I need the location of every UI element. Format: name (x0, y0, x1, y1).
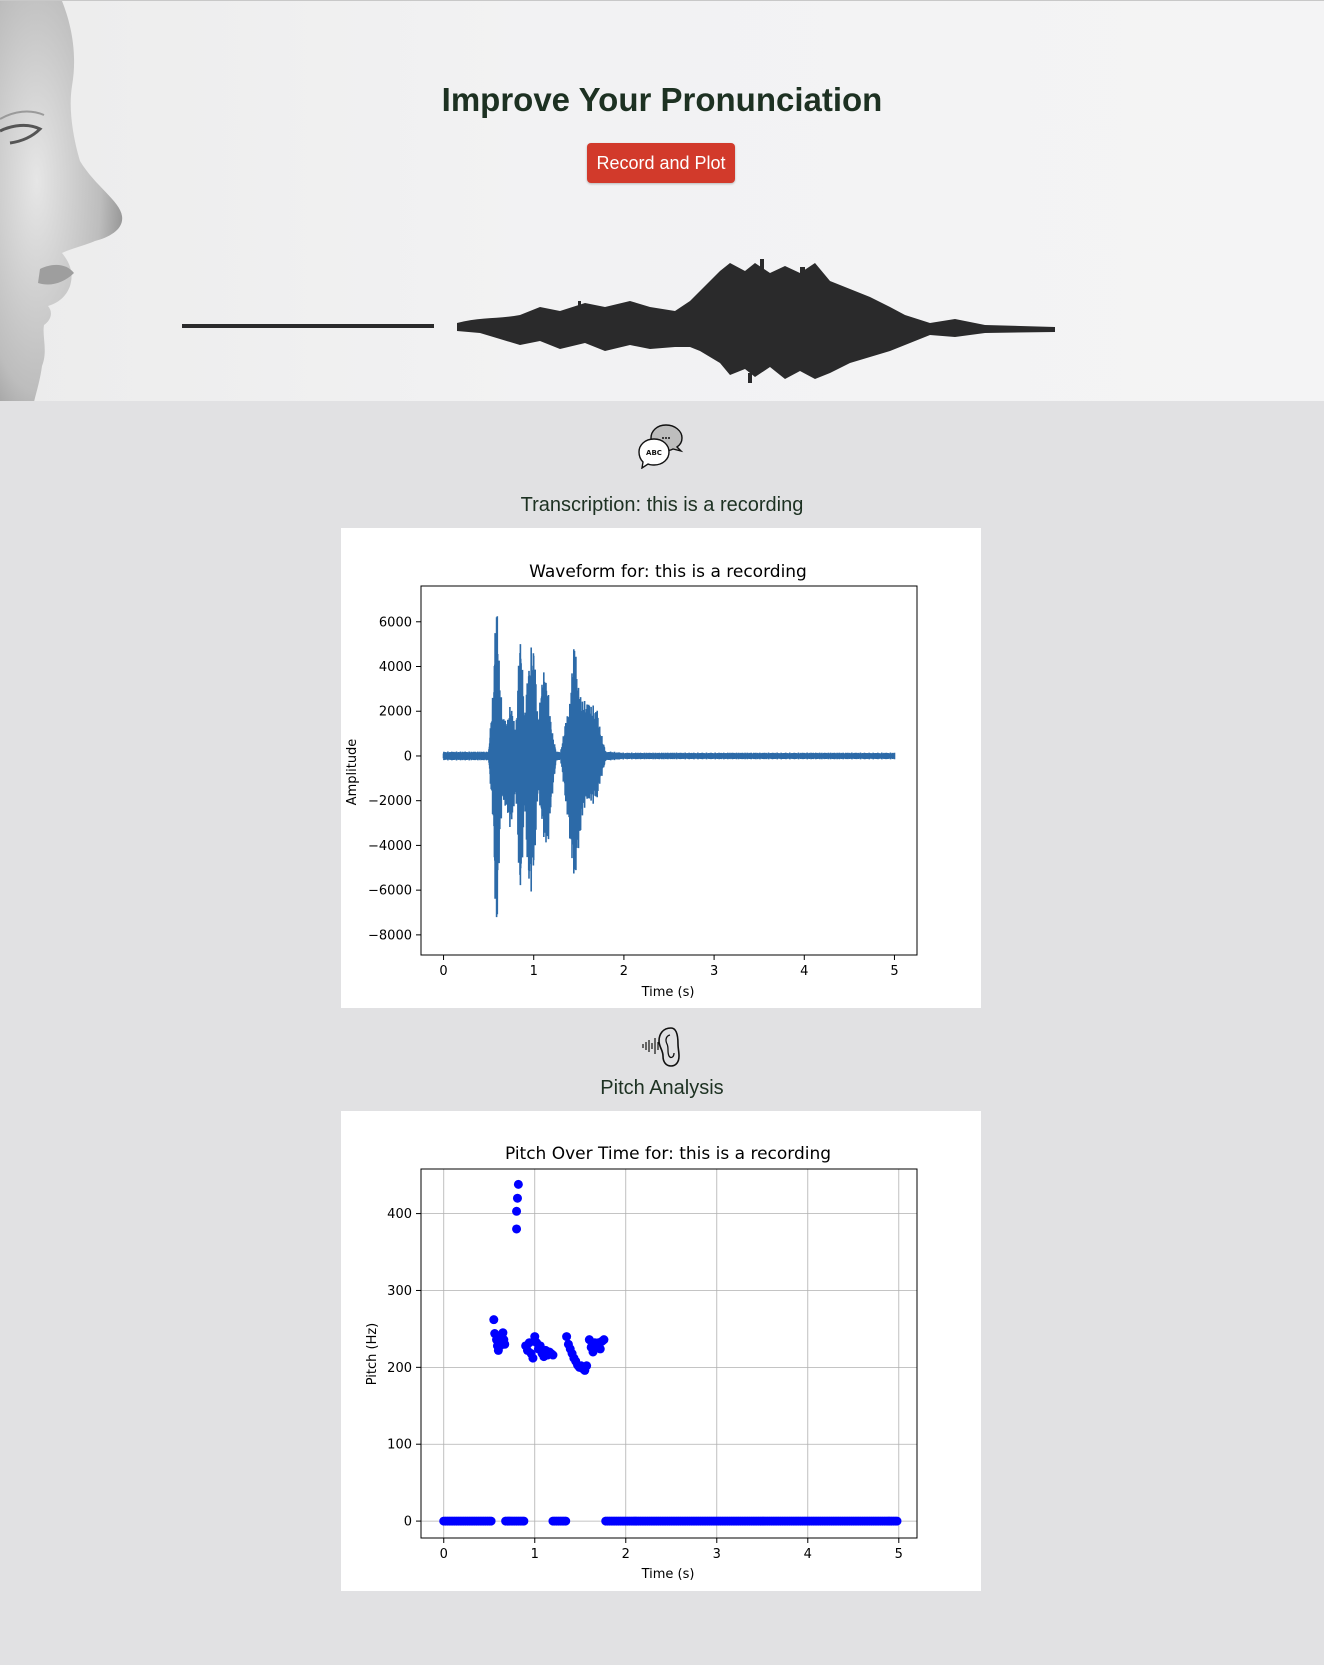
pitch-point (524, 1338, 534, 1348)
waveform-plot-frame (420, 585, 918, 956)
page-title: Improve Your Pronunciation (441, 81, 883, 118)
pitch-x-tick-label: 4 (804, 1547, 812, 1562)
pitch-point (489, 1315, 499, 1325)
svg-text:ABC: ABC (646, 449, 662, 457)
waveform-x-axis-label: Time (s) (641, 985, 695, 1000)
waveform-y-axis-label: Amplitude (345, 739, 360, 806)
pitch-point (519, 1516, 529, 1526)
pitch-point (599, 1335, 609, 1345)
pitch-x-tick-label: 3 (713, 1547, 721, 1562)
waveform-x-tick-label: 1 (530, 964, 538, 979)
waveform-x-tick-label: 3 (710, 964, 718, 979)
pitch-point (512, 1193, 522, 1203)
pitch-point (512, 1224, 522, 1234)
pitch-point (486, 1516, 496, 1526)
pitch-x-tick-label: 2 (622, 1547, 630, 1562)
waveform-x-tick-label: 0 (439, 964, 447, 979)
pitch-point (513, 1179, 523, 1189)
hero-illustration (0, 1, 1055, 401)
pitch-point (595, 1344, 605, 1354)
pitch-y-tick-label: 400 (387, 1207, 412, 1222)
pitch-point (561, 1516, 571, 1526)
pitch-x-axis-label: Time (s) (641, 1567, 695, 1582)
waveform-series (442, 616, 896, 918)
pitch-x-tick-label: 1 (531, 1547, 539, 1562)
pitch-point (548, 1350, 558, 1360)
pitch-y-tick-label: 200 (387, 1361, 412, 1376)
pitch-point (528, 1353, 538, 1363)
waveform-y-tick-label: 0 (404, 749, 412, 764)
pitch-series (439, 1179, 902, 1526)
waveform-x-tick-label: 5 (890, 964, 898, 979)
waveform-axes: 0 1 2 3 4 5 6000 4000 2000 0 −2000 −4000 −6000 −8000 (368, 615, 899, 979)
pitch-point (892, 1516, 902, 1526)
pitch-point (512, 1206, 522, 1216)
pitch-plot-frame (420, 1168, 918, 1539)
waveform-y-tick-label: 6000 (379, 615, 412, 630)
record-and-plot-button[interactable]: Record and Plot (587, 143, 735, 183)
pitch-point (500, 1339, 510, 1349)
transcription-text: Transcription: this is a recording (520, 494, 804, 516)
pitch-x-tick-label: 5 (895, 1547, 903, 1562)
pitch-y-axis-label: Pitch (Hz) (365, 1323, 380, 1386)
face-profile-image (0, 1, 123, 401)
pitch-y-tick-label: 300 (387, 1284, 412, 1299)
waveform-y-tick-label: −2000 (368, 794, 412, 809)
pitch-y-tick-label: 100 (387, 1438, 412, 1453)
speech-bubbles-abc-icon: ABC (637, 423, 685, 470)
pitch-axes: 0 1 2 3 4 5 0 100 200 300 400 (387, 1207, 903, 1562)
waveform-y-tick-label: −8000 (368, 928, 412, 943)
waveform-y-tick-label: −4000 (368, 839, 412, 854)
pitch-plot-card: Pitch Over Time for: this is a recording… (341, 1111, 981, 1591)
hero-banner: Improve Your Pronunciation Record and Pl… (0, 0, 1324, 401)
ear-soundwave-icon (641, 1026, 681, 1068)
pitch-point (498, 1328, 508, 1338)
pitch-analysis-heading: Pitch Analysis (600, 1077, 724, 1099)
pitch-chart-title: Pitch Over Time for: this is a recording (505, 1144, 831, 1164)
waveform-plot-card: Waveform for: this is a recording Time (… (341, 528, 981, 1008)
waveform-illustration (182, 259, 1055, 383)
waveform-x-tick-label: 2 (620, 964, 628, 979)
waveform-chart-title: Waveform for: this is a recording (529, 562, 807, 582)
pitch-chart: Pitch Over Time for: this is a recording… (365, 1144, 918, 1582)
waveform-chart: Waveform for: this is a recording Time (… (345, 562, 918, 1000)
waveform-y-tick-label: 4000 (379, 660, 412, 675)
waveform-y-tick-label: 2000 (379, 705, 412, 720)
waveform-x-tick-label: 4 (800, 964, 808, 979)
pitch-y-tick-label: 0 (404, 1515, 412, 1530)
pitch-point (562, 1332, 572, 1342)
pitch-x-tick-label: 0 (440, 1547, 448, 1562)
waveform-y-tick-label: −6000 (368, 884, 412, 899)
pitch-point (582, 1361, 592, 1371)
